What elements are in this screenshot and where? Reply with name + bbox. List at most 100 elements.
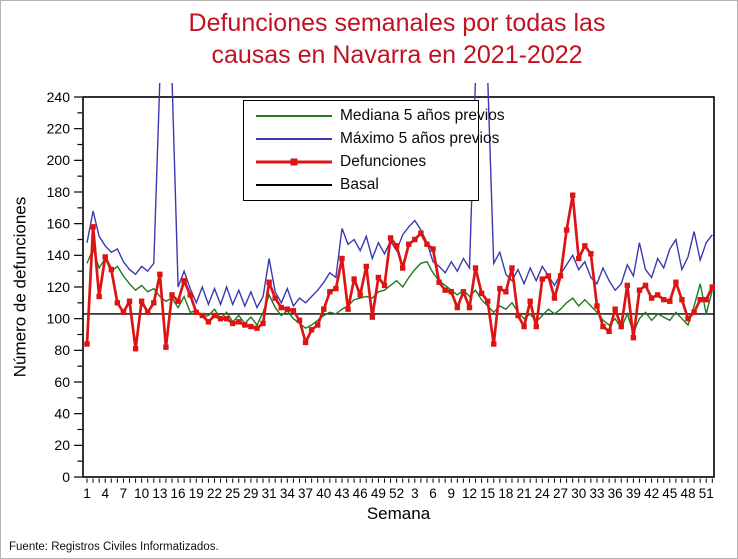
defunciones-marker (175, 298, 181, 304)
defunciones-marker (509, 265, 515, 271)
legend-item-basal: Basal (256, 176, 474, 194)
defunciones-marker (533, 323, 539, 330)
defunciones-marker (333, 285, 339, 292)
legend-item-defunciones: Defunciones (256, 153, 474, 171)
defunciones-marker (314, 322, 321, 328)
x-tick-label: 25 (225, 486, 240, 501)
defunciones-marker (399, 265, 406, 271)
defunciones-marker (193, 309, 199, 316)
defunciones-marker (145, 309, 151, 316)
defunciones-marker (169, 292, 175, 298)
legend-box: Mediana 5 años previos Máximo 5 años pre… (243, 100, 505, 201)
defunciones-marker (557, 273, 564, 279)
defunciones-marker (181, 277, 187, 284)
chart-title: Defunciones semanales por todas las caus… (57, 7, 737, 71)
x-tick-label: 18 (498, 486, 513, 501)
defunciones-marker (387, 235, 394, 241)
x-tick-label: 10 (134, 486, 149, 501)
defunciones-marker (424, 241, 430, 247)
defunciones-marker (308, 327, 315, 333)
x-tick-label: 9 (447, 486, 455, 501)
defunciones-marker (539, 276, 546, 282)
defunciones-marker (138, 298, 145, 304)
x-tick-label: 37 (298, 486, 313, 501)
defunciones-marker (205, 319, 212, 325)
defunciones-marker (679, 296, 685, 303)
y-tick-label: 220 (47, 120, 71, 136)
x-tick-label: 29 (243, 486, 258, 501)
defunciones-marker (484, 298, 491, 304)
x-tick-label: 12 (462, 486, 477, 501)
defunciones-marker (266, 279, 272, 285)
y-tick-label: 240 (47, 89, 71, 105)
defunciones-marker (667, 298, 673, 304)
x-tick-label: 7 (120, 486, 128, 501)
defunciones-marker (527, 298, 533, 304)
defunciones-marker (163, 344, 169, 350)
defunciones-marker (211, 312, 218, 319)
chart-title-line1: Defunciones semanales por todas las (188, 9, 606, 37)
defunciones-marker (606, 328, 612, 335)
defunciones-marker (284, 306, 291, 312)
defunciones-marker (618, 323, 624, 330)
defunciones-marker (272, 295, 278, 301)
x-tick-label: 52 (389, 486, 404, 501)
defunciones-marker (102, 254, 108, 260)
defunciones-marker (290, 308, 297, 314)
legend-label-mediana: Mediana 5 años previos (340, 107, 505, 125)
legend-item-maximo: Máximo 5 años previos (256, 130, 499, 148)
defunciones-marker (412, 236, 418, 243)
y-tick-label: 160 (47, 215, 71, 231)
x-tick-label: 22 (207, 486, 222, 501)
legend-label-maximo: Máximo 5 años previos (340, 130, 500, 148)
defunciones-marker (223, 315, 230, 322)
x-tick-label: 40 (316, 486, 331, 501)
defunciones-marker (582, 243, 588, 249)
defunciones-marker (515, 312, 521, 319)
source-note: Fuente: Registros Civiles Informatizados… (9, 541, 219, 553)
defunciones-marker (491, 341, 497, 347)
defunciones-marker (563, 227, 570, 233)
defunciones-marker (703, 296, 709, 303)
mediana-line-sample-icon (256, 112, 332, 121)
defunciones-marker (351, 276, 357, 282)
defunciones-marker (442, 287, 448, 293)
x-tick-label: 1 (83, 486, 91, 501)
x-tick-label: 45 (662, 486, 677, 501)
x-tick-label: 48 (681, 486, 696, 501)
defunciones-marker (430, 246, 436, 252)
x-tick-label: 3 (411, 486, 419, 501)
defunciones-marker (478, 290, 485, 297)
defunciones-marker (600, 323, 606, 330)
y-tick-label: 40 (54, 405, 70, 421)
defunciones-marker (642, 282, 649, 289)
defunciones-marker (448, 289, 454, 295)
defunciones-marker (636, 287, 643, 293)
defunciones-marker (521, 323, 527, 330)
defunciones-marker (114, 300, 121, 306)
defunciones-marker (157, 271, 163, 278)
defunciones-marker (254, 325, 260, 331)
basal-line-sample-icon (256, 180, 332, 189)
defunciones-marker (375, 274, 382, 281)
y-tick-label: 100 (47, 310, 71, 326)
defunciones-marker (691, 309, 697, 316)
defunciones-marker (296, 317, 303, 323)
defunciones-marker (363, 263, 369, 270)
y-tick-label: 180 (47, 184, 71, 200)
x-tick-label: 51 (699, 486, 714, 501)
defunciones-marker (187, 292, 193, 298)
defunciones-marker (406, 241, 412, 247)
y-tick-label: 200 (47, 152, 71, 168)
x-tick-label: 36 (608, 486, 623, 501)
x-tick-label: 43 (334, 486, 349, 501)
legend-label-defunciones: Defunciones (340, 152, 427, 170)
x-tick-label: 16 (171, 486, 186, 501)
defunciones-marker (673, 279, 679, 285)
defunciones-marker (242, 322, 248, 328)
defunciones-marker (90, 224, 96, 230)
defunciones-marker (436, 279, 442, 285)
defunciones-marker (369, 314, 376, 320)
defunciones-marker (576, 255, 582, 262)
